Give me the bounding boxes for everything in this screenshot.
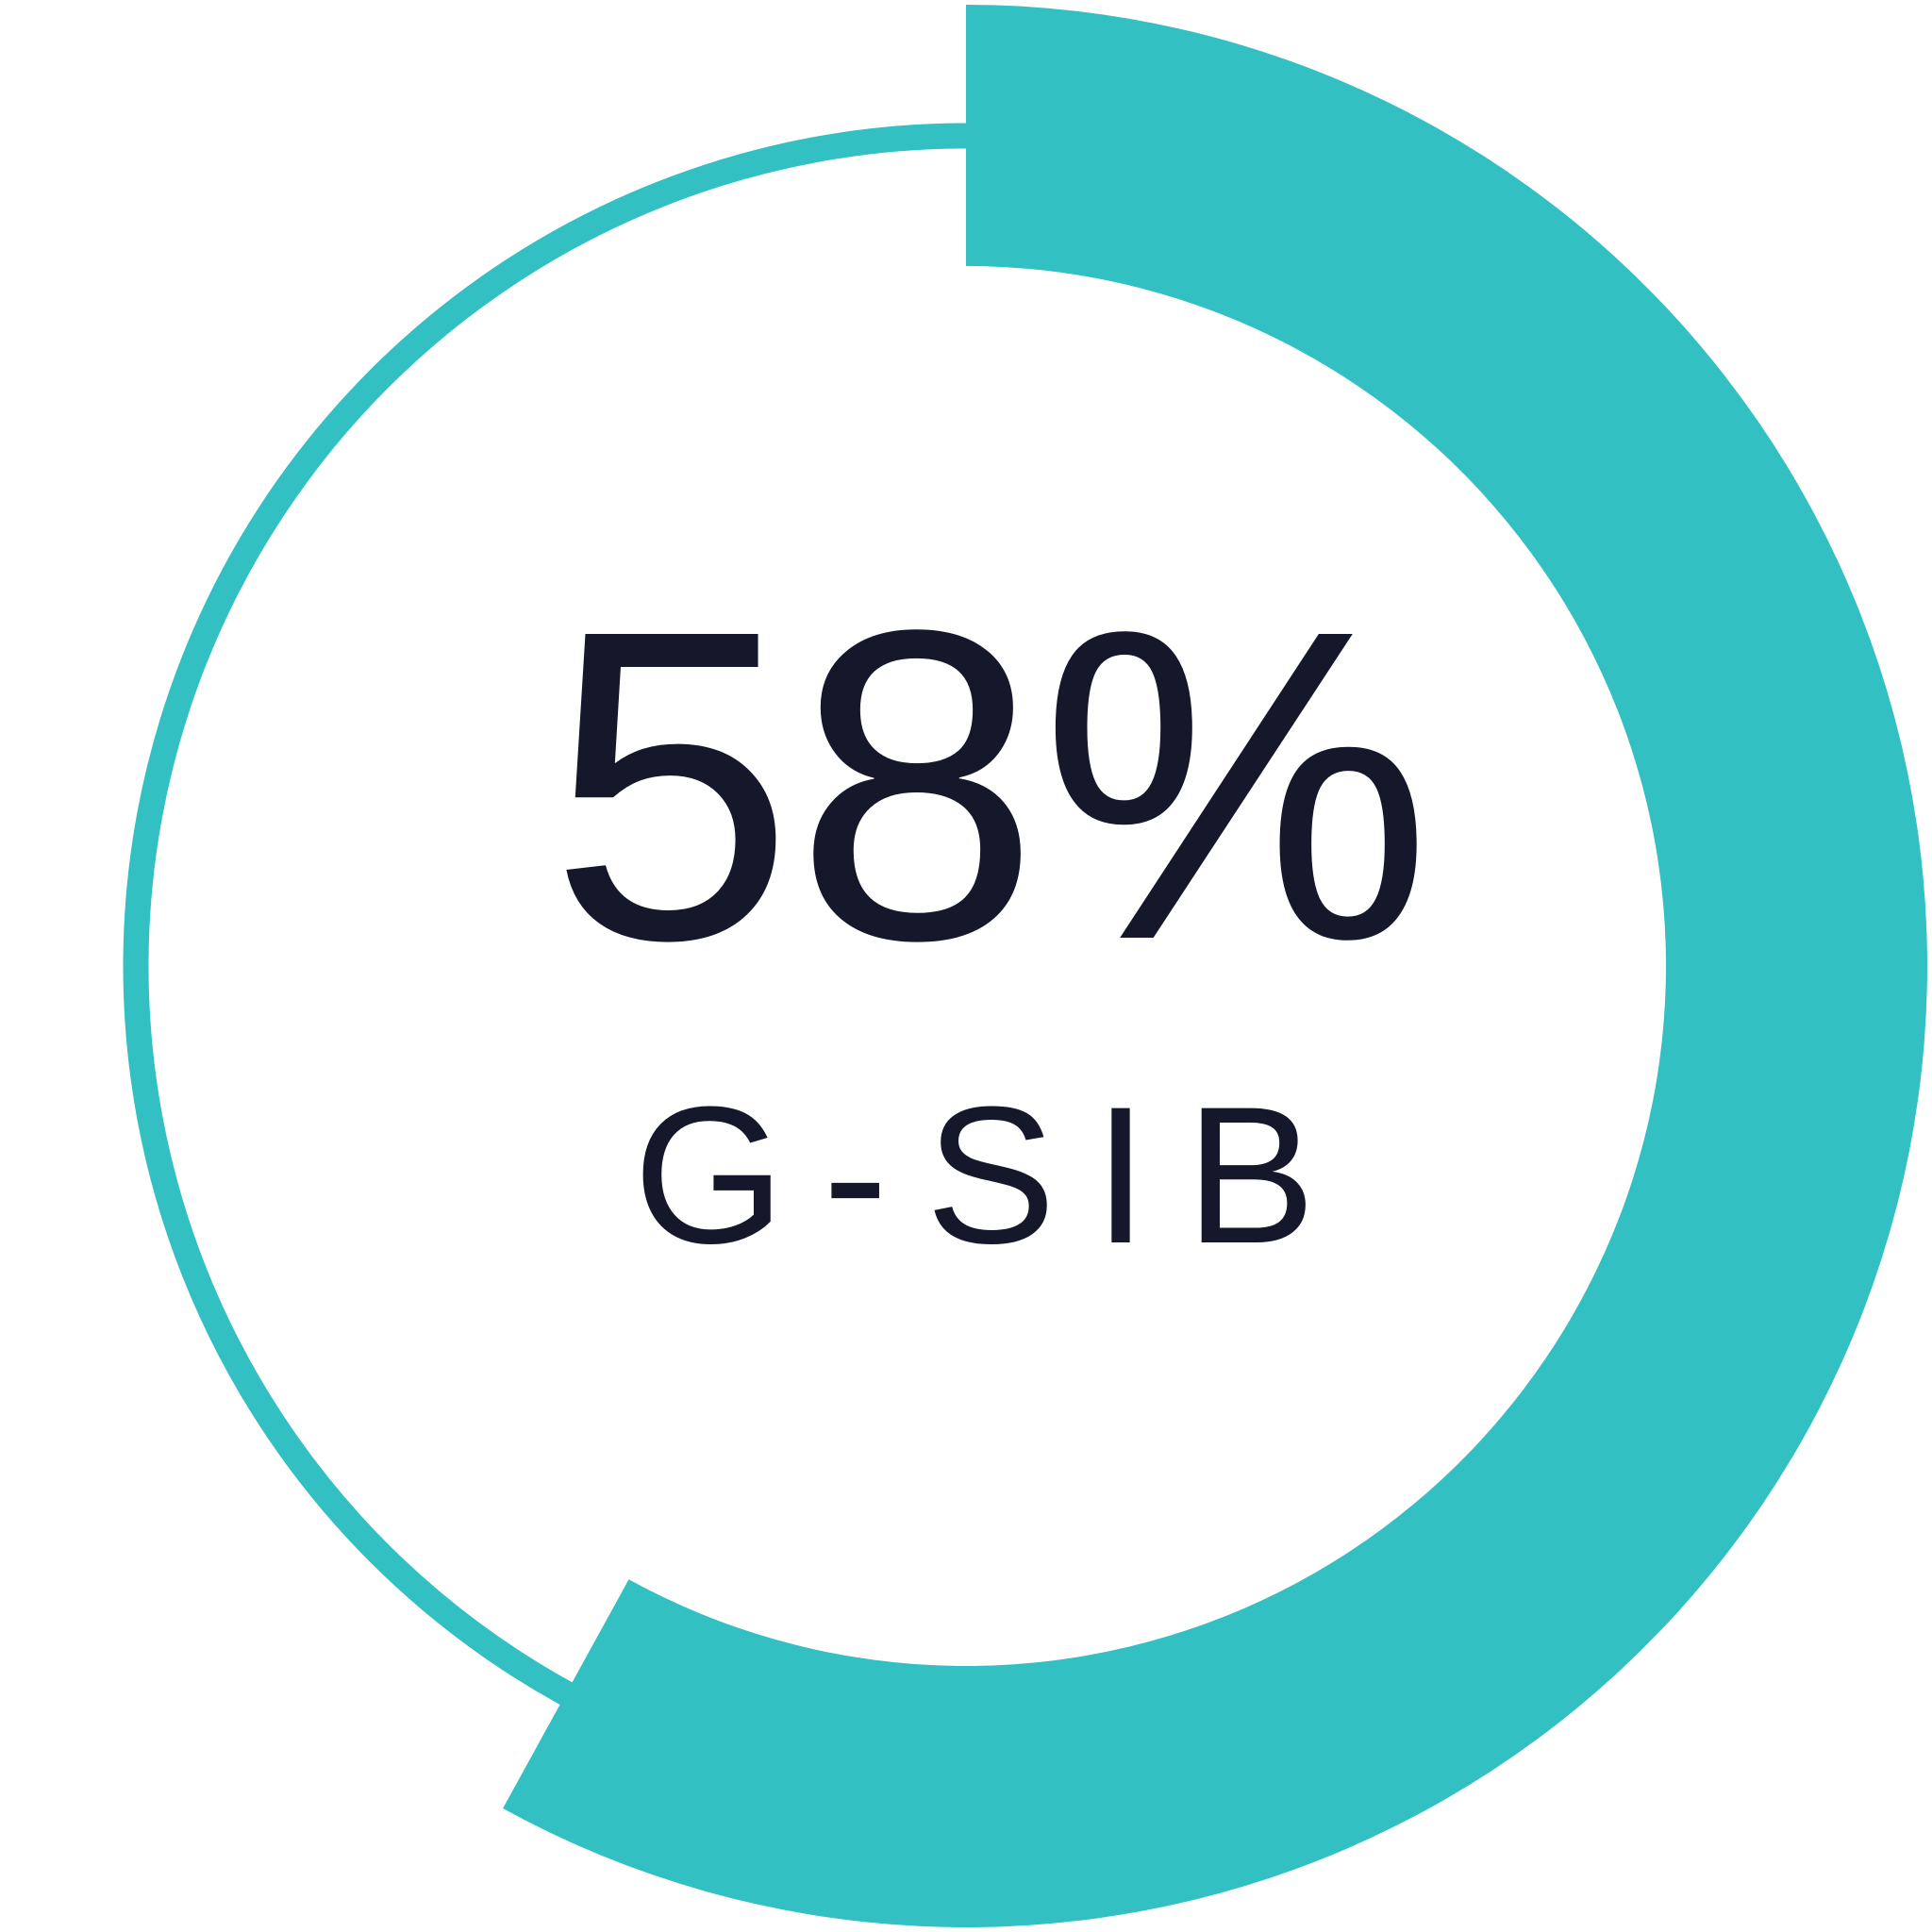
svg-text:G-SIB: G-SIB (633, 1066, 1354, 1284)
svg-text:58%: 58% (549, 539, 1433, 1032)
